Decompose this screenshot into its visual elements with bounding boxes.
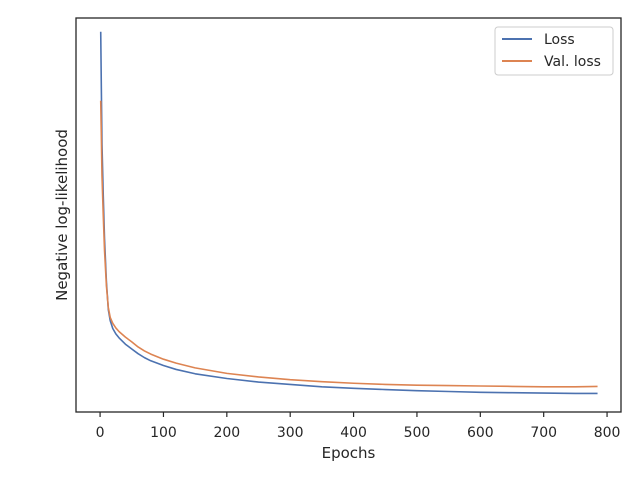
plot-frame <box>75 17 622 413</box>
x-tick-label: 100 <box>150 425 177 441</box>
x-tick-label: 700 <box>530 425 557 441</box>
legend: Loss Val. loss <box>494 26 614 76</box>
series-lines <box>99 31 598 395</box>
series-line-val-loss <box>99 100 598 388</box>
x-tick-label: 0 <box>96 425 105 441</box>
x-tick-label: 500 <box>404 425 431 441</box>
x-axis-label: Epochs <box>322 444 376 462</box>
x-tick-label: 800 <box>594 425 621 441</box>
y-axis-label: Negative log-likelihood <box>53 129 71 301</box>
legend-label-loss: Loss <box>544 32 575 48</box>
x-tick-label: 400 <box>340 425 367 441</box>
legend-label-val-loss: Val. loss <box>544 54 601 70</box>
x-tick-label: 600 <box>467 425 494 441</box>
x-axis-ticks: 0 100 200 300 400 500 600 700 800 <box>96 412 621 441</box>
series-line-loss <box>99 31 598 395</box>
x-tick-label: 200 <box>213 425 240 441</box>
x-tick-label: 300 <box>277 425 304 441</box>
